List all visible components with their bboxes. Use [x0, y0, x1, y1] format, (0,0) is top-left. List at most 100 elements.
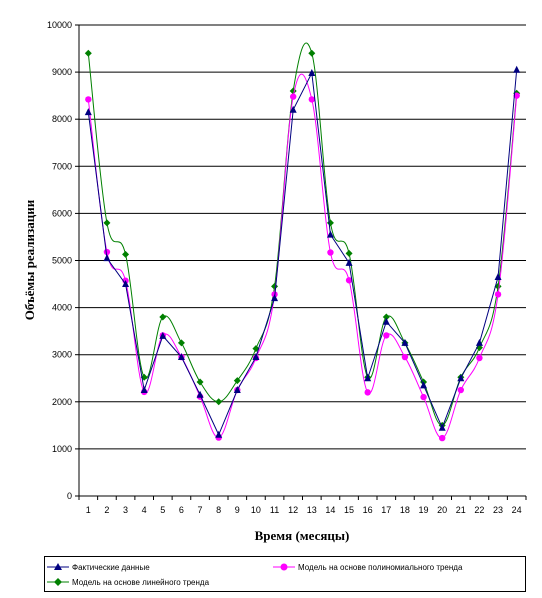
y-tick-label: 9000: [52, 67, 72, 77]
legend-label-polynomial: Модель на основе полиномиального тренда: [298, 562, 463, 572]
x-tick-label: 21: [456, 505, 466, 515]
x-tick-label: 14: [325, 505, 335, 515]
legend-item-actual: Фактические данные: [47, 560, 150, 574]
x-tick-label: 7: [198, 505, 203, 515]
data-point-polynomial: [103, 248, 111, 256]
series-group: [84, 42, 521, 442]
x-axis-label: Время (месяцы): [255, 528, 350, 543]
data-point-actual: [289, 105, 297, 113]
data-point-actual: [84, 108, 92, 116]
data-point-polynomial: [494, 291, 502, 298]
legend-swatch-polynomial: [273, 563, 295, 571]
line-chart: 0 1000 2000 3000 4000 5000 6000 7000 8000 9000 100…: [22, 20, 527, 543]
data-point-actual: [364, 374, 372, 382]
x-tick-label: 24: [512, 505, 522, 515]
data-point-linear: [382, 313, 390, 321]
data-point-actual: [196, 390, 204, 398]
data-point-linear: [215, 398, 223, 406]
data-point-actual: [103, 254, 111, 262]
x-tick-label: 2: [104, 505, 109, 515]
data-point-actual: [140, 386, 148, 394]
data-point-polynomial: [457, 386, 465, 394]
x-tick-label: 8: [216, 505, 221, 515]
data-point-linear: [233, 377, 241, 385]
data-point-linear: [84, 49, 92, 57]
data-point-polynomial: [85, 96, 92, 103]
data-point-actual: [177, 353, 185, 361]
x-tick-label: 20: [437, 505, 447, 515]
data-point-linear: [196, 378, 204, 386]
data-point-actual: [271, 294, 279, 302]
data-point-polynomial: [308, 96, 316, 103]
data-point-polynomial: [438, 434, 446, 442]
data-point-actual: [122, 280, 130, 288]
y-axis-label: Объёмы реализации: [22, 199, 37, 320]
data-point-actual: [252, 353, 260, 361]
x-tick-label: 17: [381, 505, 391, 515]
x-tick-label: 16: [363, 505, 373, 515]
data-point-linear: [308, 49, 316, 57]
x-tick-label: 5: [160, 505, 165, 515]
series-line-polynomial: [87, 73, 518, 439]
y-tick-label: 2000: [52, 397, 72, 407]
data-point-polynomial: [364, 389, 371, 396]
x-tick-label: 4: [142, 505, 147, 515]
data-point-actual: [401, 338, 409, 346]
x-tick-label: 13: [307, 505, 317, 515]
data-point-actual: [513, 65, 521, 73]
data-point-linear: [103, 219, 111, 227]
x-tick-label: 6: [179, 505, 184, 515]
data-point-actual: [159, 331, 167, 339]
data-point-actual: [438, 423, 446, 431]
data-point-polynomial: [476, 354, 483, 362]
data-point-actual: [345, 258, 353, 266]
series-line-linear: [87, 42, 518, 426]
x-tick-label: 11: [270, 505, 279, 515]
legend-swatch-actual: [47, 563, 69, 570]
data-point-linear: [177, 339, 185, 347]
data-point-actual: [233, 386, 241, 394]
data-point-polynomial: [327, 249, 334, 256]
data-point-linear: [326, 219, 334, 227]
y-tick-label: 3000: [52, 350, 72, 360]
legend-label-linear: Модель на основе линейного тренда: [72, 577, 210, 587]
legend-item-polynomial: Модель на основе полиномиального тренда: [273, 560, 462, 574]
data-point-actual: [475, 338, 483, 346]
legend-swatch-linear: [47, 578, 69, 586]
y-tick-label: 7000: [52, 161, 72, 171]
series-polynomial: [85, 73, 520, 442]
x-tick-label: 19: [419, 505, 429, 515]
x-tick-label: 9: [235, 505, 240, 515]
x-tick-labels: 1 2 3 4 5 6 7 8 9 10 11 12 13 14 15 16 17 18 19 20 21 22 23 24: [78, 496, 527, 515]
data-point-polynomial: [383, 332, 390, 339]
x-tick-label: 3: [123, 505, 128, 515]
x-tick-label: 15: [344, 505, 354, 515]
y-tick-labels: 0 1000 2000 3000 4000 5000 6000 7000 8000 9000 100…: [47, 20, 79, 501]
data-point-actual: [494, 272, 502, 280]
series-actual: [84, 65, 521, 438]
x-tick-label: 23: [493, 505, 503, 515]
y-tick-label: 10000: [47, 20, 72, 30]
data-point-actual: [420, 381, 428, 389]
y-tick-label: 6000: [52, 208, 72, 218]
data-point-actual: [457, 374, 465, 382]
series-linear: [84, 42, 521, 429]
data-point-actual: [382, 317, 390, 325]
y-tick-label: 1000: [52, 444, 72, 454]
x-tick-label: 22: [474, 505, 484, 515]
data-point-linear: [122, 250, 130, 258]
y-tick-label: 8000: [52, 114, 72, 124]
y-tick-label: 5000: [52, 256, 72, 266]
data-point-actual: [326, 230, 334, 238]
legend-label-actual: Фактические данные: [72, 562, 150, 572]
x-tick-label: 12: [288, 505, 298, 515]
data-point-linear: [271, 282, 279, 290]
data-point-linear: [345, 249, 353, 257]
x-tick-label: 10: [251, 505, 261, 515]
legend: Фактические данные Модель на основе поли…: [44, 556, 526, 592]
legend-item-linear: Модель на основе линейного тренда: [47, 575, 209, 589]
data-point-polynomial: [289, 93, 297, 100]
data-point-polynomial: [513, 92, 520, 99]
x-tick-label: 18: [400, 505, 410, 515]
data-point-polynomial: [401, 353, 409, 361]
